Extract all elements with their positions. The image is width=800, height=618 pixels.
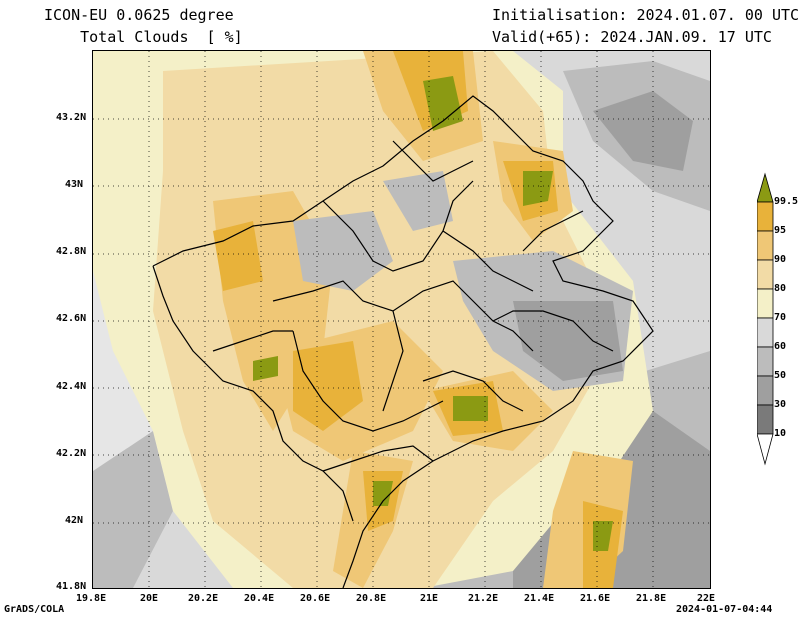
colorbar-label: 95 bbox=[774, 225, 787, 236]
y-tick-label: 42.4N bbox=[56, 381, 87, 392]
y-tick-label: 41.8N bbox=[56, 581, 87, 592]
footer-software: GrADS/COLA bbox=[4, 604, 65, 615]
colorbar-label: 10 bbox=[774, 428, 787, 439]
y-tick-label: 42.6N bbox=[56, 313, 87, 324]
y-tick-label: 42.2N bbox=[56, 448, 87, 459]
y-tick-label: 42N bbox=[65, 515, 84, 526]
colorbar-label: 70 bbox=[774, 312, 787, 323]
colorbar-label: 90 bbox=[774, 254, 787, 265]
x-tick-label: 21E bbox=[420, 593, 439, 604]
colorbar-swatch-80 bbox=[757, 259, 774, 290]
cloud-map bbox=[92, 50, 711, 589]
x-tick-label: 20.8E bbox=[356, 593, 387, 604]
x-tick-label: 21.6E bbox=[580, 593, 611, 604]
colorbar-swatch-70 bbox=[757, 288, 774, 319]
x-tick-label: 20.6E bbox=[300, 593, 331, 604]
colorbar-swatch-30 bbox=[757, 375, 774, 406]
model-title: ICON-EU 0.0625 degree bbox=[44, 6, 234, 24]
colorbar-swatch-10 bbox=[757, 404, 774, 435]
y-tick-label: 43N bbox=[65, 179, 84, 190]
colorbar bbox=[757, 172, 774, 466]
x-tick-label: 21.4E bbox=[524, 593, 555, 604]
colorbar-swatch-0 bbox=[757, 433, 774, 466]
colorbar-swatch-95 bbox=[757, 201, 774, 232]
cloud-map-canvas bbox=[93, 51, 710, 588]
variable-title: Total Clouds [ %] bbox=[44, 28, 243, 46]
colorbar-swatch-60 bbox=[757, 317, 774, 348]
valid-time: Valid(+65): 2024.JAN.09. 17 UTC bbox=[492, 28, 772, 46]
x-tick-label: 19.8E bbox=[76, 593, 107, 604]
footer-timestamp: 2024-01-07-04:44 bbox=[676, 604, 773, 615]
admin-boundaries bbox=[152, 95, 654, 588]
y-tick-label: 42.8N bbox=[56, 246, 87, 257]
x-tick-label: 20.2E bbox=[188, 593, 219, 604]
y-tick-label: 43.2N bbox=[56, 112, 87, 123]
init-time: Initialisation: 2024.01.07. 00 UTC bbox=[492, 6, 800, 24]
colorbar-label: 60 bbox=[774, 341, 787, 352]
colorbar-label: 80 bbox=[774, 283, 787, 294]
x-tick-label: 22E bbox=[697, 593, 716, 604]
colorbar-label: 50 bbox=[774, 370, 787, 381]
colorbar-label: 99.5 bbox=[774, 196, 799, 207]
colorbar-swatch-50 bbox=[757, 346, 774, 377]
x-tick-label: 21.8E bbox=[636, 593, 667, 604]
colorbar-label: 30 bbox=[774, 399, 787, 410]
colorbar-swatch-99 bbox=[757, 172, 774, 203]
x-tick-label: 21.2E bbox=[468, 593, 499, 604]
x-tick-label: 20.4E bbox=[244, 593, 275, 604]
x-tick-label: 20E bbox=[140, 593, 159, 604]
colorbar-swatch-90 bbox=[757, 230, 774, 261]
